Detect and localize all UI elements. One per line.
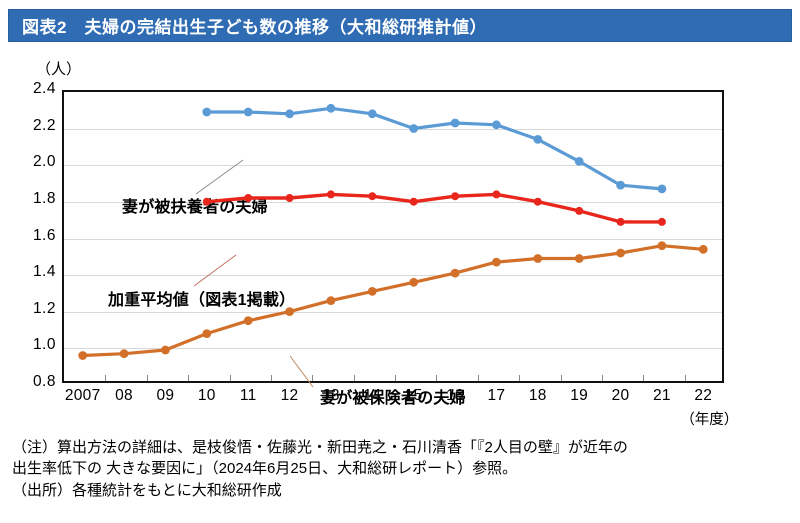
gridline <box>64 238 722 240</box>
note-line-3: （出所）各種統計をもとに大和総研作成 <box>12 481 282 499</box>
x-tick-mark <box>188 375 190 381</box>
y-tick-label: 2.0 <box>32 153 56 171</box>
chart-container: （人） 2.4 2.2 2.0 1.8 1.6 1.4 1.2 1.0 0.8 2007 08 09… <box>0 50 800 430</box>
x-tick-label: 12 <box>280 387 299 404</box>
x-tick-label: 20 <box>611 387 630 404</box>
gridline <box>64 128 722 130</box>
y-tick-label: 1.2 <box>32 299 56 317</box>
gridline <box>64 275 722 277</box>
x-tick-mark <box>560 375 562 381</box>
y-tick-label: 2.2 <box>32 116 56 134</box>
x-tick-label: 22 <box>694 387 713 404</box>
series-label-insured: 妻が被保険者の夫婦 <box>320 390 466 407</box>
y-axis-unit-label: （人） <box>36 61 82 78</box>
x-tick-label: 13 <box>322 387 340 404</box>
chart-title-bar: 図表2 夫婦の完結出生子ども数の推移（大和総研推計値） <box>8 9 792 42</box>
x-tick-label: 16 <box>446 387 464 404</box>
footnotes: （注）算出方法の詳細は、是枝俊悟・佐藤光・新田尭之・石川清香「『2人目の壁』が近… <box>12 437 792 501</box>
y-tick-label: 0.8 <box>32 373 56 390</box>
x-tick-label: 15 <box>404 387 423 404</box>
x-tick-mark <box>105 375 107 381</box>
x-tick-label: 2007 <box>64 387 101 404</box>
x-tick-mark <box>229 375 231 381</box>
x-tick-mark <box>353 375 355 381</box>
x-tick-label: 10 <box>197 387 216 404</box>
x-tick-mark <box>643 375 645 381</box>
x-tick-label: 14 <box>363 387 382 404</box>
x-tick-label: 11 <box>239 387 257 404</box>
x-tick-mark <box>684 375 686 381</box>
series-label-dependent: 妻が被扶養者の夫婦 <box>122 199 268 216</box>
x-tick-label: 21 <box>653 387 671 404</box>
x-tick-mark <box>436 375 438 381</box>
x-tick-mark <box>312 375 314 381</box>
y-tick-label: 1.8 <box>32 189 56 207</box>
page-title: 図表2 夫婦の完結出生子ども数の推移（大和総研推計値） <box>22 18 487 37</box>
note-line-2: 出生率低下の 大きな要因に」（2024年6月25日、大和総研レポート）参照。 <box>12 460 518 478</box>
y-tick-label: 1.6 <box>32 226 56 244</box>
x-axis-name: （年度） <box>680 412 739 428</box>
series-label-weighted: 加重平均値（図表1掲載） <box>108 292 296 309</box>
x-tick-mark <box>519 375 521 381</box>
y-tick-label: 2.4 <box>32 80 56 97</box>
y-tick-label: 1.0 <box>32 336 56 354</box>
x-tick-label: 08 <box>115 387 133 404</box>
gridline <box>64 348 722 350</box>
y-tick-label: 1.4 <box>32 263 56 281</box>
x-tick-label: 18 <box>528 387 547 404</box>
gridline <box>64 165 722 167</box>
plot-area <box>62 90 724 383</box>
x-tick-label: 19 <box>570 387 589 404</box>
gridline <box>64 311 722 313</box>
x-tick-mark <box>395 375 396 381</box>
note-line-1: （注）算出方法の詳細は、是枝俊悟・佐藤光・新田尭之・石川清香「『2人目の壁』が近… <box>12 439 628 456</box>
x-tick-mark <box>477 375 479 381</box>
x-tick-mark <box>601 375 603 381</box>
x-tick-mark <box>146 375 148 381</box>
x-tick-label: 17 <box>487 387 506 404</box>
x-tick-label: 09 <box>156 387 175 404</box>
x-tick-mark <box>270 375 272 381</box>
